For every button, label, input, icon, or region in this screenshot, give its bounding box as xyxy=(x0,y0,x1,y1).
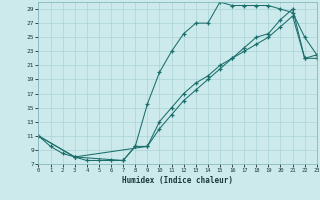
X-axis label: Humidex (Indice chaleur): Humidex (Indice chaleur) xyxy=(122,176,233,185)
